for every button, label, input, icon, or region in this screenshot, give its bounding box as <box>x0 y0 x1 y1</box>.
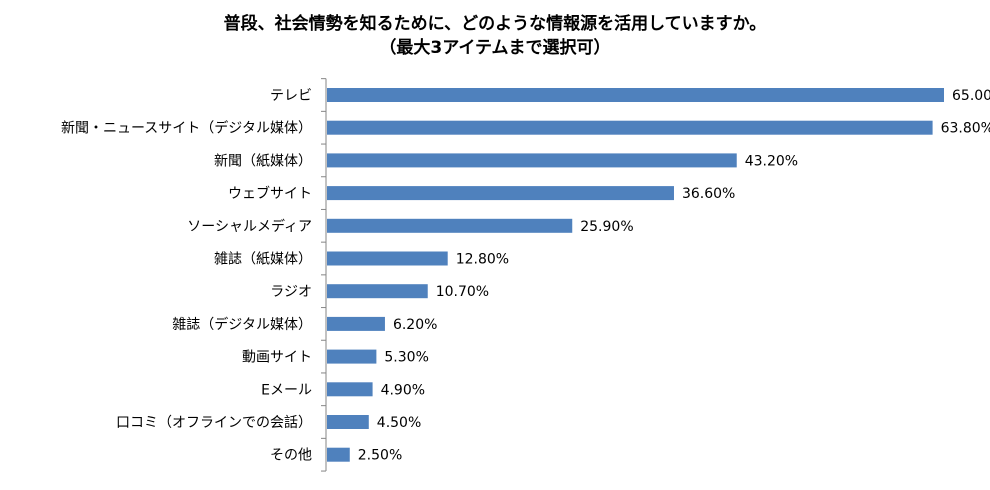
bar <box>327 218 573 233</box>
data-label: 65.00% <box>952 88 990 104</box>
data-label: 5.30% <box>384 350 428 366</box>
data-label: 43.20% <box>745 153 798 169</box>
bar <box>327 349 377 364</box>
category-label: その他 <box>270 448 312 464</box>
bar <box>327 316 385 331</box>
data-label: 6.20% <box>393 317 437 333</box>
bar <box>327 382 373 397</box>
bar <box>327 153 737 168</box>
data-label: 25.90% <box>580 219 633 235</box>
data-label: 10.70% <box>436 284 489 300</box>
data-label: 4.90% <box>381 382 425 398</box>
category-label: Eメール <box>261 382 312 398</box>
category-label: 新聞（紙媒体） <box>214 153 312 169</box>
bar <box>327 120 933 135</box>
data-label: 36.60% <box>682 186 735 202</box>
data-label: 63.80% <box>941 121 990 137</box>
bar <box>327 251 448 266</box>
chart-title: 普段、社会情勢を知るために、どのような情報源を活用していますか。 <box>223 14 767 34</box>
bar <box>327 284 428 299</box>
category-label: ラジオ <box>270 284 312 300</box>
category-label: 新聞・ニュースサイト（デジタル媒体） <box>61 120 312 137</box>
data-label: 12.80% <box>456 252 509 268</box>
category-label: 動画サイト <box>242 350 312 366</box>
data-label: 2.50% <box>358 448 402 464</box>
data-label: 4.50% <box>377 415 421 431</box>
category-label: 雑誌（紙媒体） <box>214 252 312 268</box>
bar <box>327 88 944 102</box>
category-label: テレビ <box>270 88 312 104</box>
bar <box>327 415 369 429</box>
category-label: 口コミ（オフラインでの会話） <box>116 414 312 431</box>
category-label: 雑誌（デジタル媒体） <box>172 316 312 333</box>
bar <box>327 447 350 462</box>
category-label: ウェブサイト <box>228 185 312 202</box>
chart-subtitle: （最大3アイテムまで選択可） <box>379 38 611 58</box>
bar <box>327 186 674 201</box>
category-label: ソーシャルメディア <box>187 218 312 235</box>
